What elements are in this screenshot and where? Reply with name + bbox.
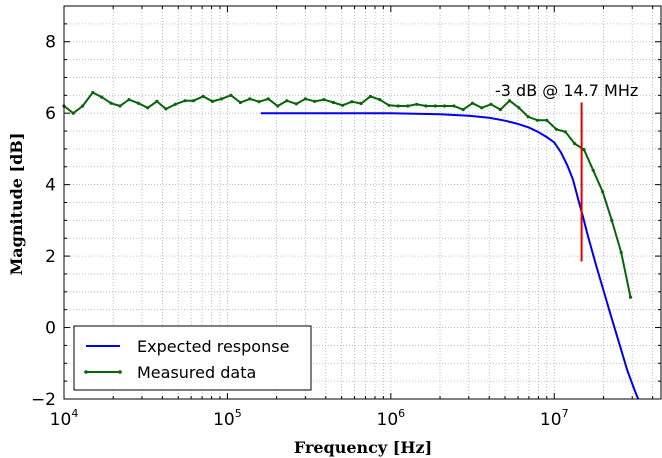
- measured-data-point: [591, 168, 595, 172]
- x-tick-label: 104: [50, 407, 79, 430]
- measured-data-point: [350, 100, 354, 104]
- measured-data-point: [331, 100, 335, 105]
- series-layer: [62, 90, 640, 399]
- measured-data-point: [266, 97, 270, 101]
- legend-box: [73, 325, 312, 391]
- measured-data-point: [517, 106, 521, 110]
- x-axis-title: Frequency [Hz]: [294, 438, 432, 457]
- measured-data-point: [535, 118, 540, 122]
- measured-data-point: [81, 104, 85, 108]
- measured-data-point: [146, 106, 150, 110]
- measured-data-point: [601, 190, 605, 194]
- measured-data-point: [442, 104, 447, 108]
- measured-data-point: [91, 90, 95, 95]
- measured-data-point: [433, 104, 437, 108]
- measured-data-point: [303, 97, 307, 101]
- legend: Expected response Measured data: [73, 325, 312, 391]
- measured-data-point: [191, 99, 196, 103]
- measured-data-point: [183, 99, 187, 103]
- measured-data-point: [582, 148, 586, 152]
- expected-response-line: [260, 112, 640, 399]
- measured-data-point: [368, 94, 372, 98]
- measured-data-point: [489, 102, 493, 106]
- x-tick-label: 107: [540, 407, 569, 430]
- measured-data-point: [406, 104, 410, 108]
- measured-data-point: [387, 103, 391, 107]
- measured-data-point: [619, 250, 623, 255]
- annotation-label: -3 dB @ 14.7 MHz: [495, 81, 638, 100]
- measured-data-point: [610, 218, 614, 222]
- legend-label-expected: Expected response: [137, 337, 289, 356]
- measured-data-point: [238, 100, 242, 105]
- x-tick-label: 106: [377, 407, 406, 430]
- measured-data-point: [155, 99, 159, 103]
- y-tick-label: 0: [45, 319, 56, 339]
- measured-data-line: [64, 91, 632, 298]
- y-tick-label: 6: [45, 104, 56, 124]
- measured-data-point: [396, 104, 400, 108]
- measured-data-point: [322, 98, 326, 102]
- measured-data-point: [508, 99, 512, 103]
- measured-data-point: [276, 104, 280, 108]
- measured-data-point: [461, 108, 465, 112]
- y-tick-label: −2: [31, 390, 56, 410]
- legend-swatch-measured-marker: [118, 370, 122, 374]
- measured-data-point: [257, 100, 261, 104]
- measured-data-point: [100, 95, 104, 99]
- legend-swatch-measured-marker: [84, 370, 88, 374]
- measured-data-point: [127, 98, 131, 102]
- measured-data-point: [545, 118, 549, 122]
- measured-data-point: [359, 101, 363, 106]
- measured-data-point: [452, 104, 456, 108]
- measured-data-point: [480, 106, 484, 110]
- measured-data-point: [109, 101, 113, 105]
- y-axis-title: Magnitude [dB]: [7, 133, 26, 276]
- x-tick-label: 105: [213, 407, 242, 430]
- measured-data-point: [229, 93, 233, 97]
- measured-data-point: [294, 102, 298, 106]
- y-tick-label: 2: [45, 247, 56, 267]
- y-tick-label: 8: [45, 33, 56, 53]
- measured-data-point: [628, 295, 633, 299]
- measured-data-point: [285, 99, 289, 103]
- measured-data-point: [118, 104, 122, 108]
- measured-data-point: [201, 94, 205, 98]
- measured-data-point: [378, 98, 382, 102]
- measured-data-point: [554, 127, 559, 131]
- measured-data-point: [572, 141, 577, 146]
- measured-data-point: [71, 111, 75, 115]
- measured-data-point: [136, 101, 140, 105]
- measured-data-point: [164, 107, 168, 111]
- measured-data-point: [415, 102, 419, 106]
- measured-data-point: [341, 103, 345, 107]
- measured-data-point: [173, 102, 177, 106]
- measured-data-point: [498, 108, 502, 112]
- measured-data-point: [563, 130, 568, 134]
- measured-data-point: [313, 99, 317, 103]
- measured-data-point: [248, 97, 252, 101]
- measured-data-point: [470, 101, 475, 105]
- measured-data-point: [219, 97, 224, 101]
- measured-data-point: [526, 115, 530, 119]
- measured-data-point: [424, 104, 428, 108]
- y-tick-label: 4: [45, 176, 56, 196]
- axis-ticks: 104 105 106 107 −2 0 2 4 6 8: [31, 5, 661, 430]
- legend-label-measured: Measured data: [137, 363, 256, 382]
- measured-data-point: [210, 99, 215, 103]
